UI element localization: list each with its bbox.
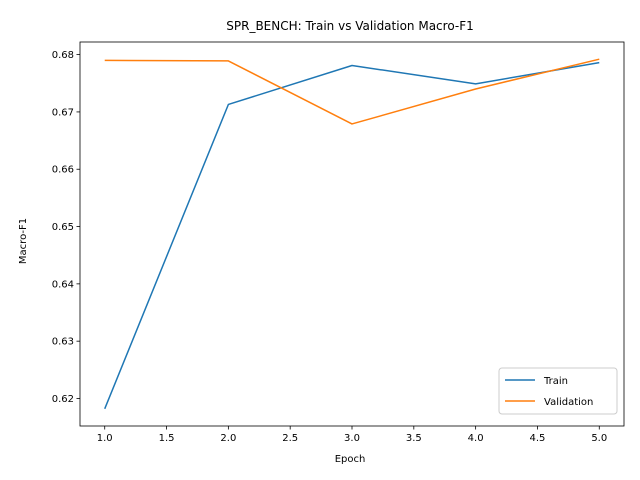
- y-tick-label: 0.65: [52, 222, 74, 233]
- series-lines: [104, 58, 600, 410]
- y-tick-label: 0.67: [52, 107, 74, 118]
- chart-title: SPR_BENCH: Train vs Validation Macro-F1: [226, 19, 474, 33]
- legend-label-validation: Validation: [544, 397, 593, 408]
- x-tick-label: 3.5: [406, 433, 422, 444]
- x-tick-label: 3.0: [344, 433, 360, 444]
- series-line-validation: [104, 58, 600, 125]
- x-tick-label: 5.0: [591, 433, 607, 444]
- y-tick-label: 0.62: [52, 394, 74, 405]
- x-tick-label: 1.5: [159, 433, 175, 444]
- x-tick-label: 1.0: [97, 433, 113, 444]
- series-line-train: [104, 61, 600, 410]
- y-tick-label: 0.66: [52, 165, 74, 176]
- legend-label-train: Train: [543, 376, 568, 387]
- x-axis: 1.0 1.5 2.0 2.5 3.0 3.5 4.0 4.5 5.0: [97, 426, 607, 444]
- y-tick-label: 0.64: [52, 279, 74, 290]
- x-tick-label: 2.0: [220, 433, 236, 444]
- y-tick-label: 0.63: [52, 337, 74, 348]
- y-axis: 0.62 0.63 0.64 0.65 0.66 0.67 0.68: [52, 50, 80, 405]
- plot-area: 1.0 1.5 2.0 2.5 3.0 3.5 4.0 4.5 5.0 0.62 0.63 0.64…: [52, 41, 625, 444]
- y-axis-label: Macro-F1: [18, 218, 29, 264]
- x-axis-label: Epoch: [335, 454, 366, 465]
- x-tick-label: 4.0: [468, 433, 484, 444]
- legend: Train Validation: [498, 367, 618, 415]
- x-tick-label: 4.5: [530, 433, 546, 444]
- x-tick-label: 2.5: [282, 433, 298, 444]
- y-tick-label: 0.68: [52, 50, 74, 61]
